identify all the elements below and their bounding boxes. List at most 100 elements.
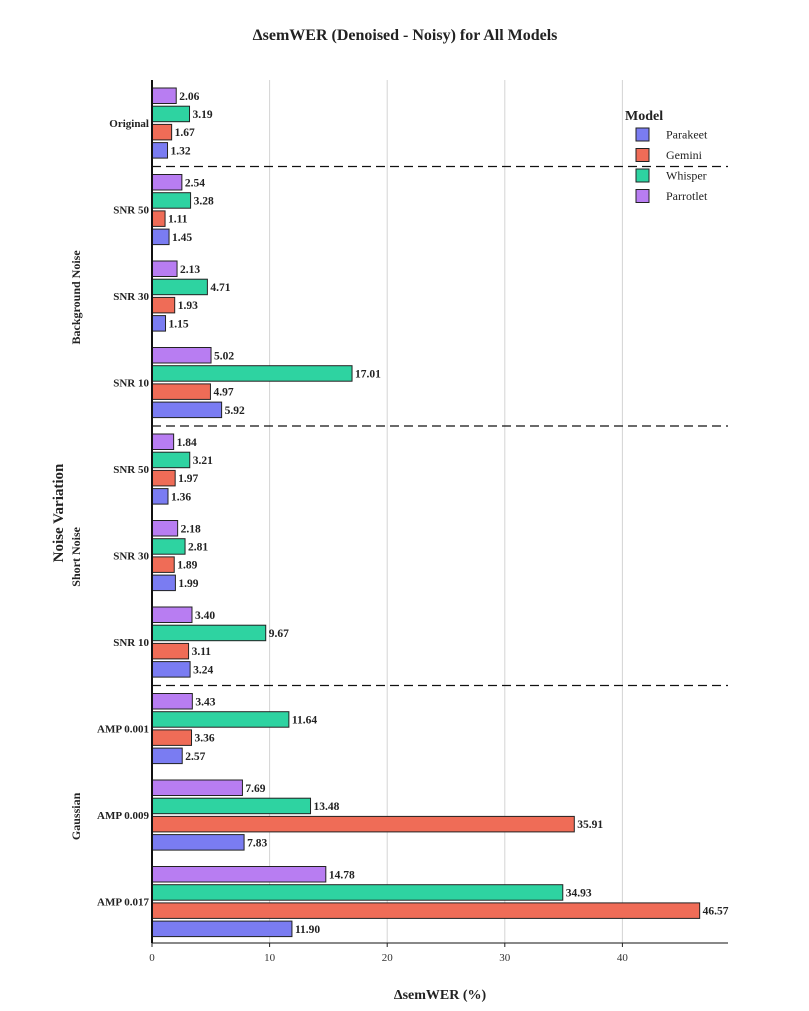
bar-whisper xyxy=(151,797,312,815)
category-label: SNR 30 xyxy=(113,291,149,303)
x-tick-label: 10 xyxy=(264,952,276,964)
data-label: 14.78 xyxy=(329,869,355,881)
bar-parakeet xyxy=(151,661,191,678)
data-label: 2.54 xyxy=(185,177,205,189)
bar-whisper xyxy=(151,538,186,555)
legend-label-parakeet: Parakeet xyxy=(666,128,708,142)
bar-whisper xyxy=(151,365,353,382)
data-label: 3.36 xyxy=(195,733,215,745)
bar-parrotlet xyxy=(151,693,193,710)
data-label: 11.90 xyxy=(295,924,320,936)
data-label: 34.93 xyxy=(566,887,592,899)
data-labels: 2.06 3.19 1.67 1.32 2.54 3.28 1.11 1.45 2.13 4.71… xyxy=(168,91,729,936)
category-label: SNR 50 xyxy=(113,464,149,476)
category-label: AMP 0.001 xyxy=(97,724,149,736)
bar-gemini xyxy=(151,469,176,487)
legend-label-whisper: Whisper xyxy=(666,169,707,183)
legend-swatch-whisper xyxy=(635,168,650,183)
y-axis-title: Noise Variation xyxy=(51,463,67,562)
data-label: 1.32 xyxy=(171,145,191,157)
category-label: SNR 10 xyxy=(113,637,149,649)
bar-whisper xyxy=(151,711,290,728)
group-label: Short Noise xyxy=(69,526,83,586)
legend-title: Model xyxy=(625,109,663,124)
bar-whisper xyxy=(151,624,267,642)
data-label: 35.91 xyxy=(577,819,603,831)
grid xyxy=(269,80,623,943)
legend-label-gemini: Gemini xyxy=(666,148,703,162)
bar-gemini xyxy=(151,123,173,141)
category-label: SNR 30 xyxy=(113,551,149,563)
bar-parakeet xyxy=(151,142,169,159)
chart-title: ΔsemWER (Denoised - Noisy) for All Model… xyxy=(253,27,558,44)
data-label: 46.57 xyxy=(703,906,729,918)
data-label: 17.01 xyxy=(355,368,381,380)
data-label: 5.02 xyxy=(214,350,234,362)
bar-gemini xyxy=(151,296,176,314)
legend-swatch-parrotlet xyxy=(635,189,650,203)
group-label: Gaussian xyxy=(69,792,83,840)
data-label: 3.21 xyxy=(193,455,213,467)
data-label: 7.83 xyxy=(247,837,267,849)
data-label: 3.43 xyxy=(195,696,215,708)
group-separators xyxy=(152,165,728,687)
bar-gemini xyxy=(151,902,701,919)
bar-gemini xyxy=(151,383,211,400)
bar-parakeet xyxy=(151,834,245,851)
bar-parakeet xyxy=(151,401,223,419)
bar-parrotlet xyxy=(151,347,212,364)
bar-parrotlet xyxy=(151,520,179,537)
data-label: 1.97 xyxy=(178,473,198,485)
bar-parakeet xyxy=(151,228,170,246)
bar-parakeet xyxy=(151,488,169,505)
data-label: 3.24 xyxy=(193,664,213,676)
bar-whisper xyxy=(151,884,564,901)
category-label: Original xyxy=(109,118,149,130)
data-label: 1.67 xyxy=(175,127,195,139)
x-ticks: 0 10 20 30 40 xyxy=(149,943,628,964)
data-label: 3.11 xyxy=(192,646,212,658)
data-label: 9.67 xyxy=(269,628,289,640)
bar-parrotlet xyxy=(151,174,183,191)
legend-swatch-parakeet xyxy=(635,127,650,142)
data-label: 3.28 xyxy=(194,195,214,207)
data-label: 3.40 xyxy=(195,610,215,622)
bar-parrotlet xyxy=(151,866,327,883)
data-label: 7.69 xyxy=(245,783,265,795)
bar-gemini xyxy=(151,815,575,833)
bar-gemini xyxy=(151,210,166,227)
data-label: 1.84 xyxy=(177,437,197,449)
data-label: 13.48 xyxy=(314,801,340,813)
bar-parrotlet xyxy=(151,87,177,104)
data-label: 1.45 xyxy=(172,232,192,244)
group-label: Background Noise xyxy=(69,250,83,345)
x-tick-label: 0 xyxy=(149,952,155,964)
data-label: 2.57 xyxy=(185,751,205,763)
x-tick-label: 20 xyxy=(382,952,394,964)
bars xyxy=(151,87,701,938)
data-label: 1.93 xyxy=(178,300,198,312)
data-label: 1.99 xyxy=(178,578,198,590)
bar-gemini xyxy=(151,642,190,660)
category-label: SNR 50 xyxy=(113,205,149,217)
data-label: 1.11 xyxy=(168,214,188,226)
bar-parakeet xyxy=(151,574,176,592)
bar-parakeet xyxy=(151,920,293,938)
category-label: SNR 10 xyxy=(113,378,149,390)
bar-parrotlet xyxy=(151,260,178,277)
data-label: 1.89 xyxy=(177,560,197,572)
bar-gemini xyxy=(151,729,193,746)
bar-parrotlet xyxy=(151,606,193,623)
data-label: 2.18 xyxy=(181,523,201,535)
x-tick-label: 30 xyxy=(499,952,511,964)
category-label: AMP 0.017 xyxy=(97,897,149,909)
bar-whisper xyxy=(151,105,191,123)
category-label: AMP 0.009 xyxy=(97,810,149,822)
category-labels: Original SNR 50 SNR 30 SNR 10 Background Noi… xyxy=(69,118,149,909)
data-label: 2.13 xyxy=(180,264,200,276)
legend-label-parrotlet: Parrotlet xyxy=(666,189,708,203)
bar-parrotlet xyxy=(151,779,243,796)
bar-gemini xyxy=(151,556,175,573)
data-label: 3.19 xyxy=(193,109,213,121)
data-label: 11.64 xyxy=(292,714,317,726)
